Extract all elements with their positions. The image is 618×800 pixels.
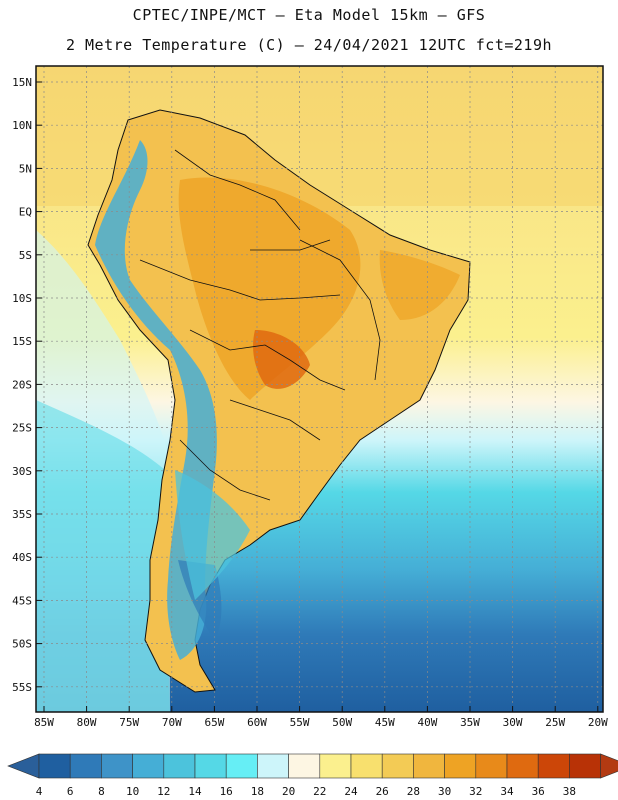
- lon-label: 80W: [77, 716, 97, 729]
- country-borders: [139, 149, 381, 501]
- colorbar-value: 4: [36, 785, 43, 798]
- colorbar-value: 18: [251, 785, 264, 798]
- lon-label: 65W: [204, 716, 224, 729]
- lon-label: 70W: [162, 716, 182, 729]
- colorbar-swatch: [288, 753, 321, 779]
- colorbar-value: 24: [344, 785, 358, 798]
- colorbar-value: 20: [282, 785, 295, 798]
- colorbar-swatch: [381, 753, 414, 779]
- colorbar-swatch: [69, 753, 102, 779]
- latitude-labels: 15N 10N 5N EQ 5S 10S 15S 20S 25S 30S 35S 40S 45S 50S 5…: [12, 76, 42, 694]
- lat-label: 55S: [12, 681, 32, 694]
- lon-label: 50W: [332, 716, 352, 729]
- colorbar-value: 8: [98, 785, 105, 798]
- lat-label: 20S: [12, 378, 32, 391]
- lat-label: 5N: [19, 162, 32, 175]
- lat-label: 10S: [12, 292, 32, 305]
- colorbar-value: 28: [407, 785, 420, 798]
- lon-label: 75W: [119, 716, 139, 729]
- colorbar-value: 36: [532, 785, 545, 798]
- colorbar-swatch: [225, 753, 258, 779]
- colorbar-arrow-right: [600, 753, 618, 779]
- colorbar-value: 14: [188, 785, 202, 798]
- colorbar-swatch: [444, 753, 477, 779]
- colorbar-value: 26: [376, 785, 389, 798]
- lon-label: 40W: [417, 716, 437, 729]
- colorbar-value: 30: [438, 785, 451, 798]
- lon-label: 45W: [375, 716, 395, 729]
- lon-label: 60W: [247, 716, 267, 729]
- lat-label: 35S: [12, 508, 32, 521]
- lat-label: EQ: [19, 206, 32, 219]
- colorbar-swatch: [257, 753, 289, 779]
- colorbar-swatch: [413, 753, 445, 779]
- lat-label: 15S: [12, 335, 32, 348]
- lon-label: 85W: [34, 716, 54, 729]
- colorbar-labels: 4 6 8 10 12 14 16 18 20 22 24 26 28 30 32 34 36 38: [36, 785, 576, 798]
- colorbar-swatch: [101, 753, 133, 779]
- colorbar-swatch: [350, 753, 383, 779]
- colorbar-swatch: [319, 753, 352, 779]
- lon-label: 35W: [460, 716, 480, 729]
- colorbar-swatch: [537, 753, 570, 779]
- colorbar-value: 16: [220, 785, 233, 798]
- lat-label: 10N: [12, 119, 32, 132]
- title-line-2: 2 Metre Temperature (C) – 24/04/2021 12U…: [65, 36, 553, 54]
- colorbar-value: 22: [313, 785, 326, 798]
- colorbar-value: 10: [126, 785, 139, 798]
- longitude-labels: 85W 80W 75W 70W 65W 60W 55W 50W 45W 40W 35W 30W 25W 2…: [34, 706, 608, 729]
- lat-label: 50S: [12, 638, 32, 651]
- colorbar: [7, 753, 618, 779]
- colorbar-value: 34: [500, 785, 514, 798]
- colorbar-swatch: [132, 753, 165, 779]
- lon-label: 30W: [503, 716, 523, 729]
- colorbar-swatch: [506, 753, 539, 779]
- map-field: [36, 66, 603, 712]
- lat-label: 15N: [12, 76, 32, 89]
- lat-label: 40S: [12, 551, 32, 564]
- colorbar-value: 32: [469, 785, 482, 798]
- lat-label: 25S: [12, 422, 32, 435]
- map-frame: [35, 65, 604, 713]
- lon-label: 55W: [290, 716, 310, 729]
- lat-label: 30S: [12, 465, 32, 478]
- title-line-1: CPTEC/INPE/MCT – Eta Model 15km – GFS: [132, 6, 486, 24]
- colorbar-arrow-left: [7, 753, 40, 779]
- lat-label: 45S: [12, 594, 32, 607]
- colorbar-value: 38: [563, 785, 576, 798]
- colorbar-swatch: [38, 753, 71, 779]
- colorbar-swatch: [475, 753, 508, 779]
- colorbar-swatch: [194, 753, 227, 779]
- lon-label: 25W: [545, 716, 565, 729]
- colorbar-swatch: [569, 753, 601, 779]
- lat-label: 5S: [19, 249, 32, 262]
- colorbar-swatch: [163, 753, 196, 779]
- colorbar-value: 12: [157, 785, 170, 798]
- colorbar-value: 6: [67, 785, 74, 798]
- lon-label: 20W: [588, 716, 608, 729]
